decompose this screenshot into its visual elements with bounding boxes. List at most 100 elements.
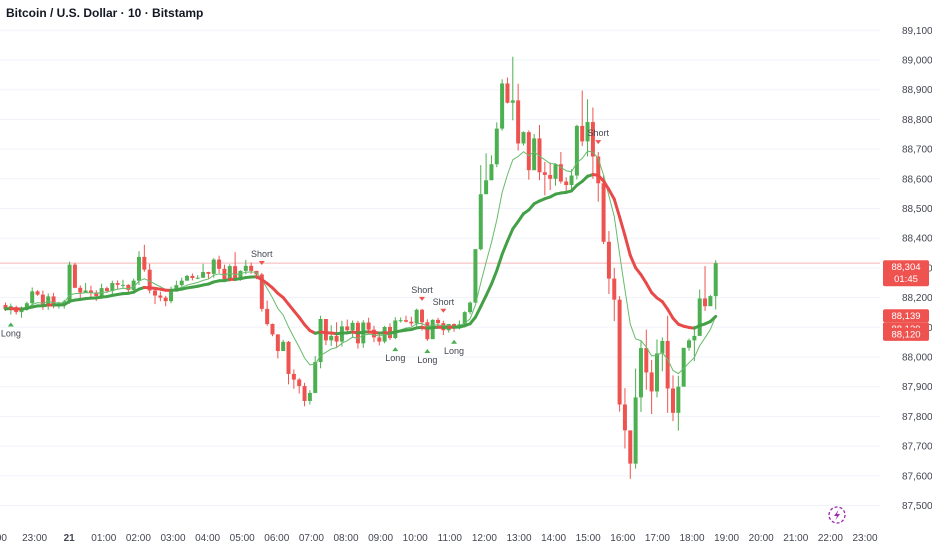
candle-body (484, 180, 489, 195)
ma-segment (297, 315, 307, 327)
signal-markers: Long Short Long Short Long Short Long Short (1, 128, 610, 365)
time-axis[interactable]: :00 23:00 21 01:00 02:00 03:00 04:00 05:00 06:00… (0, 533, 878, 544)
candle-body (158, 295, 163, 298)
time-tick-label: 06:00 (264, 533, 289, 544)
candle-body (537, 138, 542, 173)
grid-lines (0, 29, 880, 506)
price-tag (883, 260, 929, 287)
lightning-icon[interactable] (828, 506, 846, 524)
candle-body (185, 275, 190, 281)
time-tick-label: 10:00 (403, 533, 428, 544)
candle-body (110, 283, 115, 292)
candle-body (601, 183, 606, 242)
candle-body (633, 397, 638, 464)
ma-segment (484, 282, 493, 298)
candle-body (40, 294, 45, 305)
price-tag-label: 88,304 (891, 262, 920, 273)
candle-body (606, 241, 611, 279)
candle-body (569, 175, 574, 186)
candle-body (222, 268, 227, 280)
candle-body (505, 83, 510, 103)
candle-body (665, 340, 670, 389)
candle-body (425, 322, 430, 340)
price-tick-label: 89,100 (902, 26, 932, 37)
candle-body (628, 430, 633, 464)
candle-body (169, 291, 174, 302)
candle-body (46, 296, 51, 305)
price-tick-label: 87,900 (902, 382, 932, 393)
time-tick-label: :00 (0, 533, 7, 544)
time-tick-label: 16:00 (610, 533, 635, 544)
candle-body (638, 348, 643, 398)
slow-moving-average (4, 173, 718, 336)
candle-body (329, 335, 334, 341)
candle-body (67, 264, 72, 302)
ma-segment (644, 281, 654, 295)
candle-body (334, 335, 339, 342)
candle-body (430, 319, 435, 340)
price-tick-label: 88,900 (902, 85, 932, 96)
price-tick-label: 88,700 (902, 145, 932, 156)
candle-body (318, 318, 323, 363)
ma-segment (511, 220, 520, 231)
price-tick-label: 87,500 (902, 501, 932, 512)
price-tick-label: 88,500 (902, 204, 932, 215)
candle-body (697, 298, 702, 336)
candle-body (473, 249, 478, 303)
candle-body (414, 309, 419, 324)
ma-segment (479, 294, 488, 309)
price-tag (883, 327, 929, 341)
ma-segment (623, 234, 632, 257)
long-marker (424, 348, 431, 353)
time-tick-label: 11:00 (438, 533, 463, 544)
short-label: Short (433, 297, 455, 307)
candle-body (281, 341, 286, 352)
candle-body (404, 320, 408, 322)
price-tick-label: 87,800 (902, 412, 932, 423)
ma-segment (473, 305, 483, 319)
candle-body (270, 324, 275, 335)
time-tick-label: 17:00 (645, 533, 670, 544)
candle-body (542, 172, 547, 175)
price-axis[interactable]: 87,50087,60087,70087,80087,90088,00088,1… (902, 26, 932, 512)
candle-body (553, 164, 558, 179)
candle-body (558, 164, 563, 182)
candle-body (120, 284, 125, 286)
candle-body (436, 319, 441, 324)
ma-segment (489, 269, 499, 286)
candle-body (211, 259, 216, 274)
short-marker (419, 296, 426, 301)
candle-body (142, 256, 147, 270)
long-marker (7, 322, 14, 327)
time-tick-label: 07:00 (299, 533, 324, 544)
ma-segment (602, 179, 611, 192)
ma-segment (660, 300, 670, 311)
candle-body (8, 306, 13, 308)
time-tick-label: 03:00 (160, 533, 185, 544)
time-tick-label: 21 (64, 533, 76, 544)
candle-body (72, 264, 77, 288)
candle-body (526, 132, 531, 171)
time-tick-label: 02:00 (126, 533, 151, 544)
ma-segment (516, 212, 525, 224)
candle-body (510, 100, 515, 103)
candle-body (291, 373, 296, 380)
price-tick-label: 88,000 (902, 353, 932, 364)
price-tick-label: 89,000 (902, 56, 932, 67)
candle-body (574, 125, 579, 176)
candle-body (19, 309, 24, 313)
candle-body (115, 283, 120, 285)
candle-body (88, 290, 93, 293)
long-label: Long (385, 353, 405, 363)
candle-body (147, 269, 152, 291)
candle-body (398, 320, 403, 322)
candle-body (265, 308, 270, 325)
candle-body (612, 278, 617, 300)
short-marker (440, 308, 447, 313)
price-tick-label: 88,600 (902, 174, 932, 185)
candle-body (35, 291, 40, 295)
short-marker (258, 260, 265, 265)
candle-body (671, 388, 675, 413)
